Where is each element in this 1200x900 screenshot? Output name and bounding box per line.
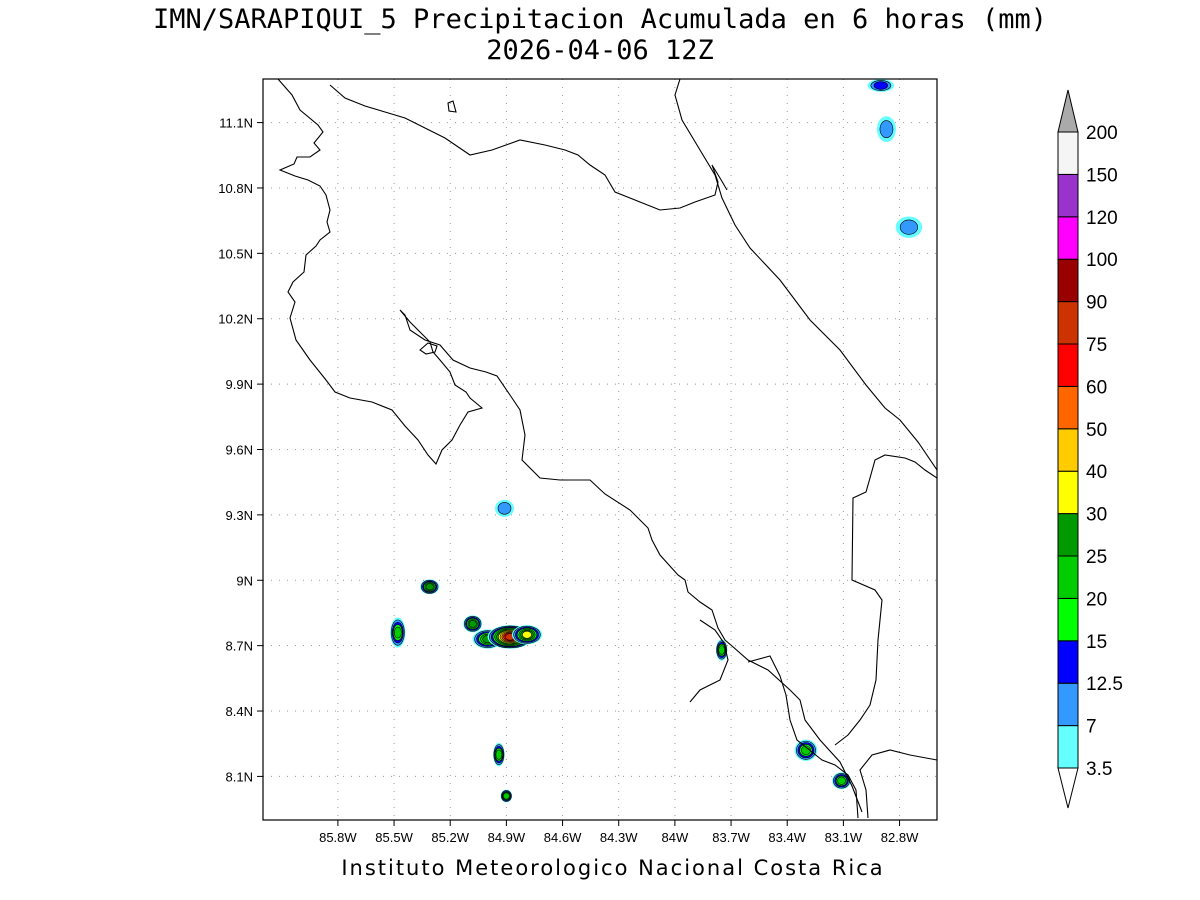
lat-tick-label: 11.1N [219, 116, 253, 131]
lon-tick-label: 84W [662, 830, 689, 845]
precip-contour [393, 626, 402, 639]
colorbar-swatch [1057, 682, 1079, 727]
colorbar-label: 100 [1086, 250, 1118, 271]
colorbar-label: 60 [1086, 377, 1107, 398]
precip-contour [495, 749, 503, 760]
lat-tick-label: 8.7N [226, 639, 253, 654]
colorbar-label: 3.5 [1086, 759, 1112, 780]
precip-cell [511, 625, 543, 645]
footer-credit: Instituto Meteorologico Nacional Costa R… [341, 856, 885, 880]
colorbar-label: 40 [1086, 462, 1107, 483]
map-title: IMN/SARAPIQUI_5 Precipitacion Acumulada … [152, 4, 1048, 35]
coastline-burica [859, 749, 937, 819]
colorbar-swatch [1057, 470, 1079, 515]
lon-tick-label: 84.6W [544, 830, 582, 845]
island-nicoya [419, 342, 438, 355]
colorbar-swatch [1057, 640, 1079, 684]
lon-tick-label: 85.8W [319, 830, 357, 845]
colorbar-swatch [1057, 258, 1079, 303]
precip-contour [879, 120, 894, 138]
precip-cell [493, 742, 505, 767]
lat-tick-label: 8.1N [226, 769, 253, 784]
precip-cell [390, 617, 406, 648]
colorbar-swatch [1057, 597, 1079, 642]
precip-contour [837, 776, 846, 785]
precip-cell [463, 615, 483, 633]
lat-tick-label: 8.4N [226, 704, 253, 719]
colorbar-swatch [1057, 131, 1079, 175]
lat-tick-label: 9.6N [226, 443, 253, 458]
colorbar-label: 20 [1086, 589, 1107, 610]
colorbar-swatch [1057, 385, 1079, 430]
coastline-caribbean [674, 79, 937, 471]
coastline [277, 79, 937, 819]
colorbar-label: 30 [1086, 505, 1107, 526]
precip-cell [420, 579, 440, 595]
colorbar-label: 150 [1086, 165, 1118, 186]
lat-tick-label: 10.2N [218, 312, 253, 327]
colorbar-label: 200 [1086, 123, 1118, 144]
lon-tick-label: 83.4W [768, 830, 806, 845]
colorbar-max-arrow [1057, 89, 1079, 133]
lat-tick-label: 9.9N [226, 377, 253, 392]
precip-contour [425, 583, 434, 591]
colorbar-label: 25 [1086, 547, 1107, 568]
precip-cell [500, 789, 513, 803]
colorbar-swatch [1057, 555, 1079, 599]
precip-contour [522, 630, 532, 639]
lon-tick-label: 83.1W [825, 830, 863, 845]
precip-contour [497, 502, 512, 515]
precip-cell [867, 79, 895, 92]
precip-cell [832, 772, 852, 790]
lon-tick-label: 85.5W [375, 830, 413, 845]
colorbar-min-arrow [1057, 767, 1079, 809]
colorbar-label: 75 [1086, 335, 1107, 356]
precip-contour [503, 792, 510, 800]
map-date-subtitle: 2026-04-06 12Z [486, 35, 714, 66]
colorbar-swatch [1057, 428, 1079, 472]
colorbar-label: 120 [1086, 208, 1118, 229]
precip-contour [873, 81, 888, 90]
colorbar: 3.5 7 12.5 15 20 25 30 40 50 60 75 90 100 120 150 200 [1057, 89, 1123, 809]
coastline-pacific [277, 79, 863, 813]
border-panama [834, 454, 937, 746]
colorbar-label: 12.5 [1086, 674, 1123, 695]
precip-cell [876, 116, 896, 143]
lon-tick-label: 84.9W [488, 830, 526, 845]
precip-cell [895, 216, 923, 238]
grid-lines [263, 79, 937, 820]
colorbar-label: 90 [1086, 293, 1107, 314]
precip-contour [718, 645, 726, 655]
lon-tick-label: 84.3W [600, 830, 638, 845]
colorbar-swatch [1057, 216, 1079, 260]
colorbar-swatch [1057, 513, 1079, 557]
precip-cell [794, 739, 818, 761]
colorbar-label: 7 [1086, 717, 1097, 738]
precipitation-field [390, 79, 923, 803]
islet [447, 100, 457, 113]
lon-tick-label: 85.2W [431, 830, 469, 845]
lat-tick-label: 9N [236, 573, 253, 588]
precip-contour [468, 620, 477, 628]
precip-cell [495, 499, 515, 517]
axis-ticks: 11.1N 10.8N 10.5N 10.2N 9.9N 9.6N 9.3N 9N 8.7N 8.… [218, 116, 919, 845]
coastline-gulf [689, 619, 729, 703]
lat-tick-label: 10.8N [218, 181, 253, 196]
precip-contour [899, 219, 918, 235]
lat-tick-label: 9.3N [226, 508, 253, 523]
lake-nicaragua-shore [329, 84, 728, 211]
colorbar-swatch [1057, 725, 1079, 769]
colorbar-label: 50 [1086, 420, 1107, 441]
lon-tick-label: 82.8W [881, 830, 919, 845]
colorbar-swatch [1057, 343, 1079, 387]
colorbar-label: 15 [1086, 632, 1107, 653]
lon-tick-label: 83.7W [712, 830, 750, 845]
colorbar-swatch [1057, 301, 1079, 345]
lat-tick-label: 10.5N [218, 246, 253, 261]
colorbar-swatch [1057, 173, 1079, 218]
coastline-osa [747, 655, 859, 819]
